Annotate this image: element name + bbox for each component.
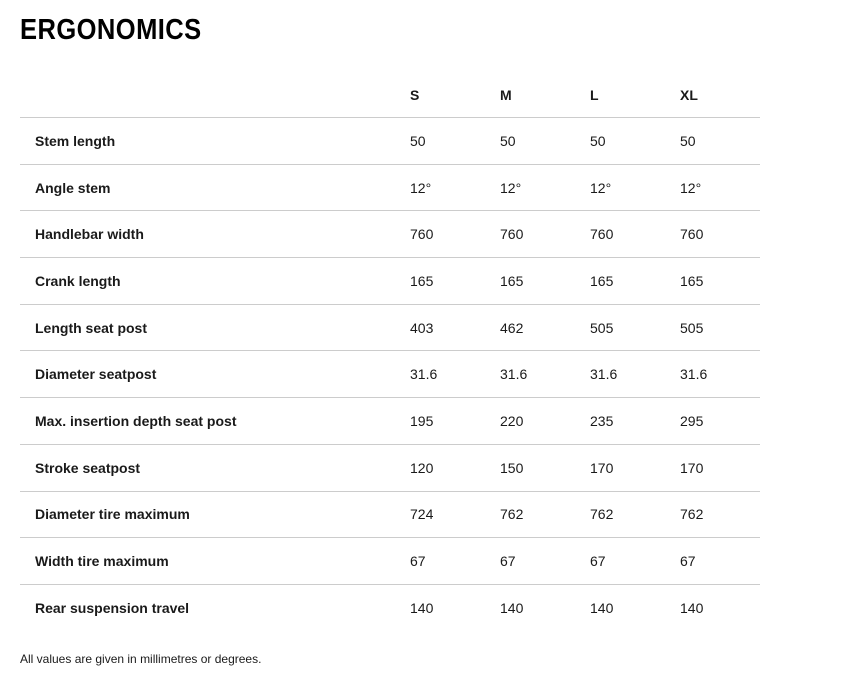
value-cell: 505 [590,319,614,336]
value-cell: 762 [500,506,524,523]
value-cell: 140 [680,600,704,617]
value-cell: 31.6 [500,366,528,383]
value-cell: 50 [590,132,606,149]
value-cell: 760 [680,226,704,243]
value-cell: 12° [500,179,522,196]
row-label: Length seat post [35,319,148,336]
table-row: Angle stem 12° 12° 12° 12° [20,165,760,212]
value-cell: 170 [680,459,704,476]
value-cell: 220 [500,412,524,429]
value-cell: 760 [590,226,614,243]
table-row: Stroke seatpost 120 150 170 170 [20,445,760,492]
value-cell: 12° [410,179,432,196]
table-header-row: S M L XL [20,73,760,118]
table-row: Rear suspension travel 140 140 140 140 [20,585,760,632]
table-row: Width tire maximum 67 67 67 67 [20,538,760,585]
value-cell: 140 [590,600,614,617]
row-label: Stem length [35,132,116,149]
value-cell: 762 [590,506,614,523]
table-row: Length seat post 403 462 505 505 [20,305,760,352]
value-cell: 120 [410,459,434,476]
value-cell: 760 [410,226,434,243]
table-row: Diameter seatpost 31.6 31.6 31.6 31.6 [20,351,760,399]
value-cell: 762 [680,506,704,523]
row-label: Crank length [35,272,121,289]
value-cell: 31.6 [410,366,438,383]
value-cell: 12° [680,179,702,196]
value-cell: 140 [500,600,524,617]
value-cell: 67 [680,553,696,570]
page-title: ERGONOMICS [20,14,202,46]
value-cell: 403 [410,319,434,336]
value-cell: 165 [680,272,704,289]
value-cell: 295 [680,412,704,429]
value-cell: 165 [410,272,434,289]
table-row: Handlebar width 760 760 760 760 [20,211,760,259]
value-cell: 462 [500,319,524,336]
value-cell: 505 [680,319,704,336]
row-label: Angle stem [35,179,111,196]
value-cell: 67 [410,553,426,570]
row-label: Diameter seatpost [35,366,157,383]
row-label: Handlebar width [35,226,144,243]
value-cell: 235 [590,412,614,429]
value-cell: 50 [680,132,696,149]
table-row: Stem length 50 50 50 50 [20,118,760,165]
value-cell: 50 [500,132,516,149]
value-cell: 31.6 [680,366,708,383]
value-cell: 12° [590,179,612,196]
ergonomics-table: S M L XL Stem length 50 50 50 50 Angle stem 12° 12… [20,73,760,632]
row-label: Max. insertion depth seat post [35,412,237,429]
row-label: Stroke seatpost [35,459,141,476]
value-cell: 170 [590,459,614,476]
value-cell: 140 [410,600,434,617]
row-label: Rear suspension travel [35,600,190,617]
value-cell: 195 [410,412,434,429]
row-label: Width tire maximum [35,553,169,570]
value-cell: 67 [590,553,606,570]
table-row: Max. insertion depth seat post 195 220 235 2… [20,398,760,445]
row-label: Diameter tire maximum [35,506,190,523]
value-cell: 760 [500,226,524,243]
value-cell: 165 [590,272,614,289]
column-header-m: M [500,87,512,103]
column-header-l: L [590,87,599,103]
value-cell: 724 [410,506,434,523]
table-row: Crank length 165 165 165 165 [20,258,760,305]
value-cell: 50 [410,132,426,149]
table-row: Diameter tire maximum 724 762 762 762 [20,492,760,539]
value-cell: 150 [500,459,524,476]
column-header-s: S [410,87,420,103]
value-cell: 67 [500,553,516,570]
column-header-xl: XL [680,87,698,103]
units-footnote: All values are given in millimetres or d… [20,651,262,666]
value-cell: 165 [500,272,524,289]
value-cell: 31.6 [590,366,618,383]
